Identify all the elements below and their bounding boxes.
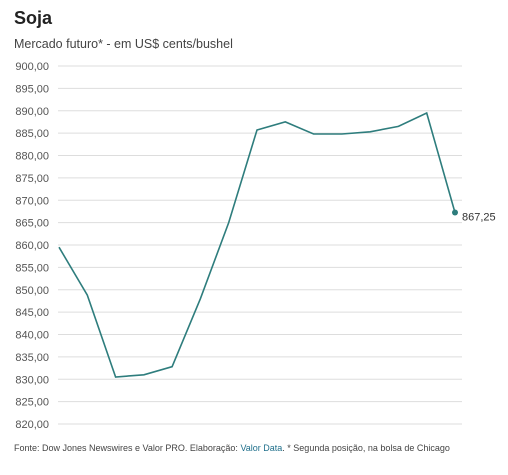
y-tick-label: 835,00	[15, 352, 49, 364]
series-layer: 867,25	[58, 111, 496, 378]
valor-data-link[interactable]: Valor Data	[240, 443, 283, 453]
y-tick-label: 860,00	[15, 240, 49, 252]
y-tick-label: 830,00	[15, 374, 49, 386]
y-tick-label: 895,00	[15, 83, 49, 95]
y-tick-label: 850,00	[15, 285, 49, 297]
y-tick-label: 825,00	[15, 397, 49, 409]
y-tick-label: 885,00	[15, 128, 49, 140]
chart-title: Soja	[14, 8, 53, 28]
y-tick-label: 900,00	[15, 61, 49, 73]
y-axis-ticks: 900,00 895,00 890,00 885,00 880,00 875,00 870,…	[15, 61, 49, 431]
y-tick-label: 880,00	[15, 151, 49, 163]
source-note: Fonte: Dow Jones Newswires e Valor PRO. …	[14, 443, 450, 453]
last-point-marker	[452, 209, 458, 216]
y-tick-label: 870,00	[15, 195, 49, 207]
y-tick-label: 855,00	[15, 262, 49, 274]
chart-subtitle: Mercado futuro* - em US$ cents/bushel	[14, 37, 233, 51]
source-suffix: . * Segunda posição, na bolsa de Chicago	[282, 443, 450, 453]
y-tick-label: 865,00	[15, 218, 49, 230]
series-line	[58, 111, 456, 378]
grid-lines	[58, 65, 462, 425]
y-tick-label: 875,00	[15, 173, 49, 185]
last-value-label: 867,25	[462, 212, 496, 224]
source-prefix: Fonte: Dow Jones Newswires e Valor PRO. …	[14, 443, 241, 453]
y-tick-label: 820,00	[15, 419, 49, 431]
y-tick-label: 890,00	[15, 106, 49, 118]
y-tick-label: 845,00	[15, 307, 49, 319]
y-tick-label: 840,00	[15, 330, 49, 342]
